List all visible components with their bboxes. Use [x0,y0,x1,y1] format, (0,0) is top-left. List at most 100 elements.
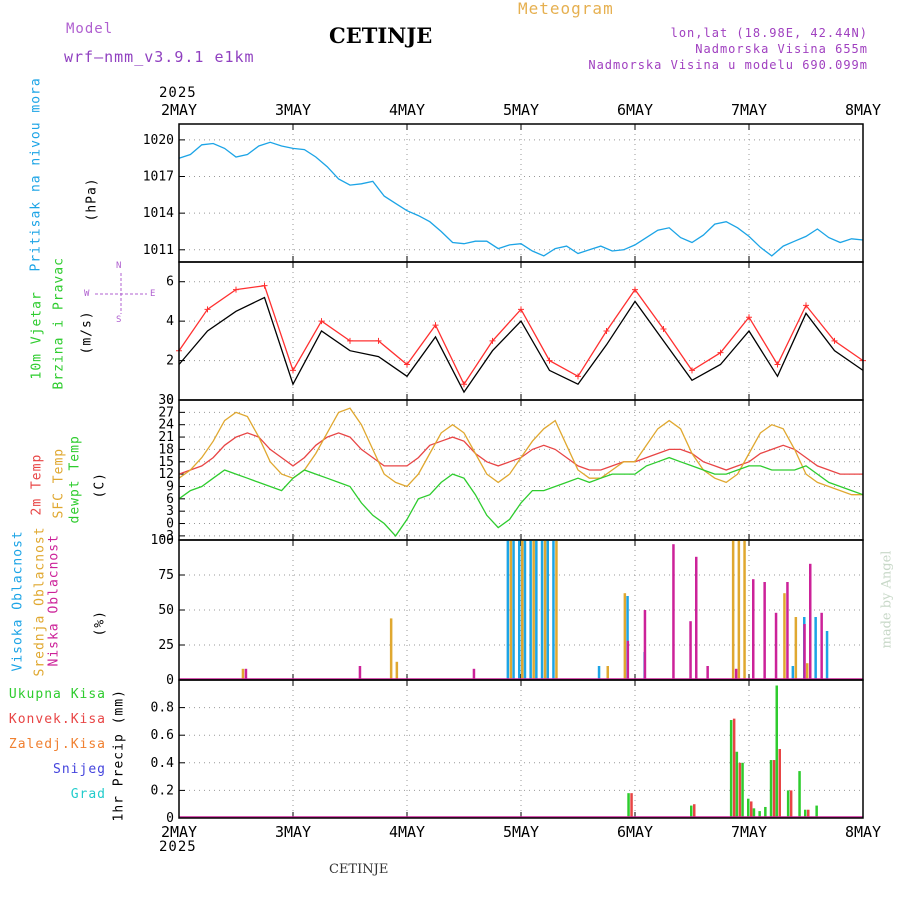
model-elevation-label: Nadmorska Visina u modelu 690.099m [588,58,868,72]
wind-gust-marker [347,337,353,344]
y-tick-label: 6 [166,275,174,290]
y-tick-label: 24 [158,418,174,433]
conv_precip-bar [750,801,753,818]
x-tick-label-bottom: 4MAY [389,823,425,841]
low_cloud-bar [752,579,755,680]
wind-gust-marker [318,318,325,325]
mid_cloud-bar [737,540,741,680]
y-tick-label: 6 [166,492,174,507]
x-tick-label-bottom: 5MAY [503,823,539,841]
high_cloud-bar [552,540,555,680]
total-precip-legend: Ukupna Kisa [8,687,106,702]
high_cloud-bar [825,631,829,680]
low_cloud-bar [706,666,709,680]
wind-gust-marker [204,306,211,313]
conv_precip-bar [738,762,742,818]
total_precip-bar [798,771,801,818]
total_precip-bar [627,793,630,818]
compass-east-label: E [150,289,157,299]
total_precip-bar [690,805,693,818]
wind-gust-marker [660,326,667,333]
x-tick-label-top: 3MAY [275,101,311,119]
total_precip-bar [775,685,778,818]
mid_cloud-bar [623,593,627,680]
x-tick-label-top: 4MAY [389,101,425,119]
y-tick-label: 18 [158,442,174,457]
wind_gust-line [178,284,864,386]
wind-gust-marker [803,302,809,309]
hail-legend: Grad [70,787,106,802]
mid_cloud-bar [509,540,513,680]
y-tick-label: 0.2 [151,783,174,798]
y-tick-label: 2 [166,354,174,369]
mid_cloud-bar [743,540,746,680]
wind-gust-marker [717,349,724,356]
x-tick-label-top: 5MAY [503,101,539,119]
meteogram-title: Meteogram [518,0,614,18]
conv_precip-bar [789,790,793,818]
total_precip-bar [729,720,733,818]
high_cloud-bar [518,540,521,680]
panel-frame [178,679,864,819]
y-tick-label: 1020 [143,133,174,148]
y-tick-label: 15 [158,455,174,470]
wind-gust-marker [689,367,695,374]
y-tick-label: 0 [166,673,174,688]
total_precip-bar [764,806,767,818]
year-bottom: 2025 [159,839,197,855]
total_precip-bar [752,808,756,818]
wind-gust-marker [575,373,581,380]
wind-gust-marker [518,306,524,313]
low_cloud-bar [643,610,647,680]
total_precip-bar [747,798,750,818]
y-tick-label: 0.8 [151,701,174,716]
conv-precip-legend: Konvek.Kisa [8,712,106,727]
footer-station: CETINJE [329,862,389,877]
total_precip-bar [741,762,744,818]
wind-gust-marker [290,367,296,374]
y-tick-label: 100 [151,533,174,548]
temp2m-line [178,432,863,475]
wind-gust-marker [461,381,467,388]
x-tick-label-top: 8MAY [845,101,881,119]
compass-north-label: N [116,261,123,271]
x-tick-label-bottom: 2MAY [161,823,197,841]
low_cloud-bar [695,556,698,680]
x-tick-label-bottom: 7MAY [731,823,767,841]
total_precip-bar [735,751,739,818]
y-tick-label: 0.4 [151,756,175,771]
conv_precip-bar [778,749,781,818]
snow-legend: Snijeg [53,762,106,777]
total_precip-bar [758,811,761,818]
wind-gust-marker [404,361,410,368]
y-tick-label: -3 [158,529,174,544]
low_cloud-bar [472,668,476,680]
low_cloud-bar [734,668,738,680]
mid_cloud-bar [783,593,786,680]
y-tick-label: 12 [158,467,174,482]
high_cloud-bar [814,617,817,680]
year-top: 2025 [159,85,197,101]
y-tick-label: 27 [158,405,174,420]
mid_cloud-bar [241,668,245,680]
station-title: CETINJE [329,23,433,48]
high_cloud-bar [523,540,527,680]
high_cloud-bar [597,666,601,680]
conv_precip-bar [772,760,776,818]
mid_cloud-bar [543,540,547,680]
mid_cloud-bar [806,663,809,680]
total_precip-bar [786,790,790,818]
sfc_temp-line [178,407,863,496]
total_precip-bar [769,760,773,818]
high_cloud-bar [506,540,510,680]
wind-gust-marker [632,286,638,293]
conv_precip-bar [630,793,633,818]
low_cloud-bar [244,668,248,680]
elevation-label: Nadmorska Visina 655m [695,42,868,56]
wind-gust-marker [233,286,239,293]
y-tick-label: 0 [166,393,174,408]
mid_cloud-bar [794,617,798,680]
low_cloud-bar [672,544,675,680]
y-tick-label: 4 [166,314,174,329]
wind-gust-marker [774,361,781,368]
